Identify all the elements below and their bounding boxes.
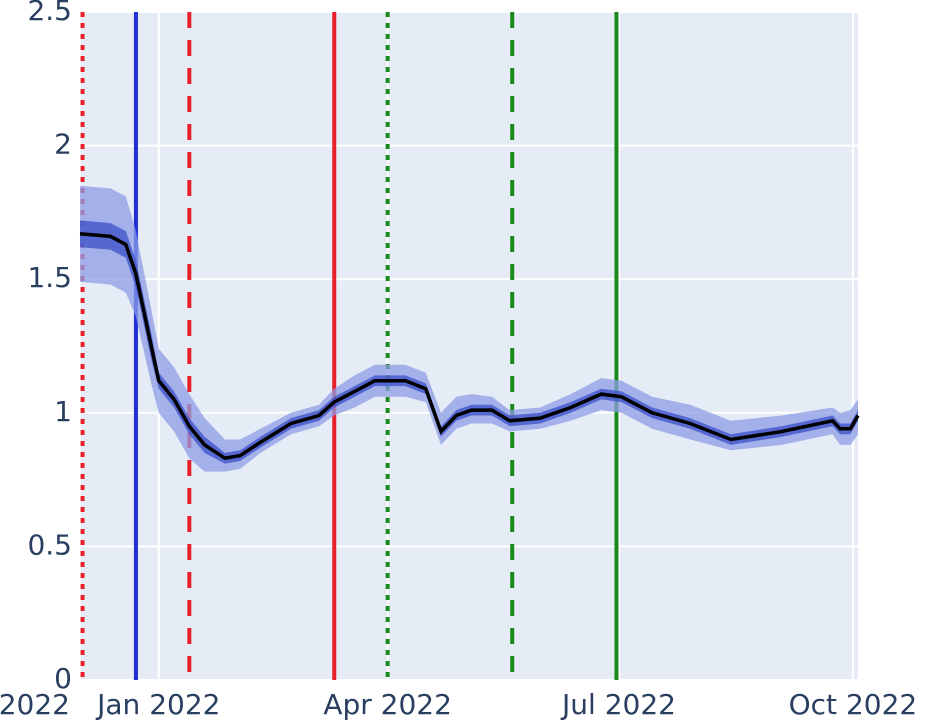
x-tick-label: 2022 <box>0 688 70 721</box>
y-tick-label: 0.5 <box>27 528 72 561</box>
y-tick-label: 2 <box>54 128 72 161</box>
y-tick-label: 1.5 <box>27 261 72 294</box>
x-tick-label: Oct 2022 <box>789 688 918 721</box>
line <box>79 232 860 461</box>
y-tick-label: 0 <box>54 662 72 695</box>
y-tick-label: 1 <box>54 395 72 428</box>
confidence-band <box>80 220 858 464</box>
confidence-band <box>80 185 858 472</box>
x-tick-label: Apr 2022 <box>323 688 452 721</box>
x-tick-label: Jul 2022 <box>560 688 676 721</box>
y-tick-label: 2.5 <box>27 0 72 27</box>
plot-area <box>80 12 858 680</box>
x-tick-label: Jan 2022 <box>95 688 220 721</box>
